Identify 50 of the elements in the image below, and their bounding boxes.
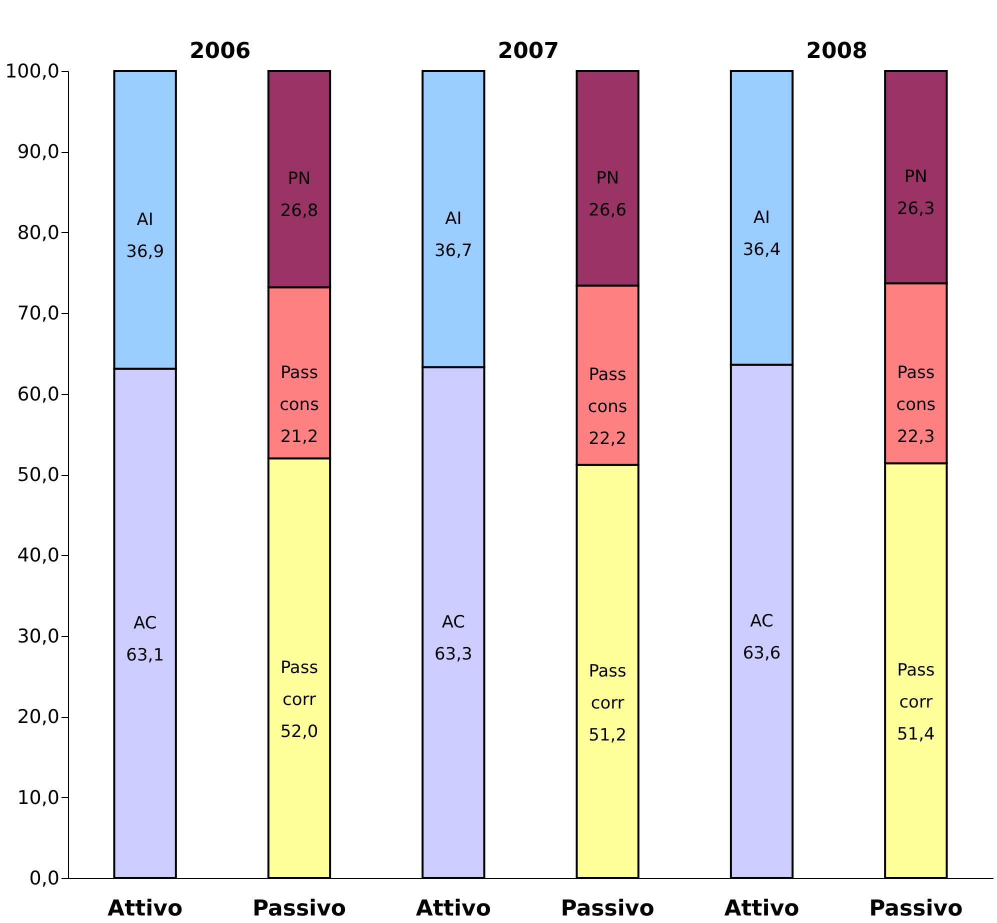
text: 2007 [498, 39, 560, 64]
x-tick-label: Passivo [252, 896, 346, 922]
y-tick-label: 90,0 [17, 141, 60, 164]
data-label: 26,6 [588, 200, 627, 220]
data-label: 36,4 [742, 240, 781, 260]
x-tick-label: Attivo [108, 896, 183, 922]
series-label: Pass corr [280, 658, 318, 710]
y-tick-label: 0,0 [29, 868, 60, 890]
text: AC [442, 612, 466, 633]
text: AI [445, 209, 462, 230]
text: 2006 [189, 39, 251, 64]
series-label: PN [596, 168, 620, 188]
data-label: 63,1 [126, 645, 164, 666]
data-label: 36,7 [434, 241, 472, 262]
series-label: Pass cons [588, 365, 628, 418]
y-tick-label: 70,0 [17, 302, 60, 325]
data-label: 22,3 [896, 427, 935, 448]
x-tick-label: Attivo [416, 896, 491, 922]
y-tick-label: 80,0 [17, 222, 60, 244]
y-tick-label: 50,0 [17, 464, 60, 486]
data-label: 51,4 [896, 724, 935, 745]
series-label: AI [136, 210, 154, 230]
y-tick-label: 30,0 [17, 625, 60, 648]
series-label: AC [133, 613, 157, 634]
text: 2008 [806, 39, 868, 64]
data-label: 52,0 [280, 722, 318, 742]
text: Pass cons [280, 362, 319, 415]
text: AI [753, 208, 770, 228]
text: PN [288, 169, 311, 190]
x-tick-label: Attivo [724, 896, 800, 922]
x-tick-label: Passivo [560, 896, 654, 922]
y-tick-label: 40,0 [17, 544, 60, 567]
data-label: 63,3 [434, 644, 472, 665]
data-label: 36,9 [126, 242, 164, 262]
data-label: 22,2 [588, 429, 627, 450]
y-tick-label: 60,0 [17, 383, 60, 406]
x-tick-label: Passivo [869, 896, 963, 922]
text: Pass cons [896, 363, 936, 416]
data-label: 26,8 [280, 201, 318, 222]
data-label: 21,2 [280, 426, 318, 447]
text: Pass corr [897, 660, 935, 713]
text: PN [904, 167, 928, 188]
text: AC [750, 611, 774, 632]
y-tick-label: 20,0 [17, 706, 60, 728]
data-label: 26,3 [896, 199, 935, 220]
data-label: 63,6 [742, 643, 781, 664]
text: Pass corr [588, 661, 626, 714]
y-tick-label: 100,0 [5, 60, 60, 82]
y-tick-label: 10,0 [17, 786, 60, 809]
data-label: 51,2 [588, 725, 627, 746]
